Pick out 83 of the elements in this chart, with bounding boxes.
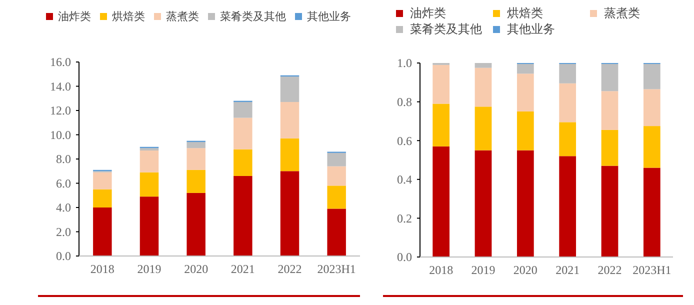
bar <box>186 192 206 256</box>
x-tick-label: 2020 <box>184 262 208 276</box>
bar <box>601 166 618 257</box>
bar <box>559 156 576 257</box>
bar <box>474 68 492 107</box>
bar <box>559 122 576 156</box>
bar <box>474 150 492 257</box>
x-tick-label: 2021 <box>230 262 255 276</box>
bar <box>280 171 300 256</box>
bar <box>474 63 492 68</box>
y-tick-label: 0.4 <box>397 172 412 187</box>
bar <box>432 64 450 104</box>
bar <box>643 64 660 90</box>
legend-label: 蒸煮类 <box>166 10 199 23</box>
x-tick-label: 2020 <box>513 263 538 277</box>
bar <box>516 64 534 74</box>
y-tick-label: 16.0 <box>50 55 71 70</box>
bar <box>516 74 534 112</box>
bar <box>234 118 252 150</box>
y-tick-label: 0.0 <box>397 250 412 264</box>
y-tick-label: 4.0 <box>56 200 71 215</box>
y-tick-label: 12.0 <box>50 104 71 118</box>
bar <box>327 152 346 166</box>
y-tick-label: 2.0 <box>56 224 71 239</box>
x-tick-label: 2019 <box>137 262 162 276</box>
y-tick-label: 6.0 <box>56 176 71 190</box>
x-tick-label: 2018 <box>429 263 454 277</box>
bar <box>186 148 206 170</box>
y-tick-label: 1.0 <box>397 56 412 70</box>
bar <box>234 102 252 118</box>
x-tick-label: 2023H1 <box>317 262 356 276</box>
x-tick-label: 2022 <box>598 263 622 277</box>
bar <box>280 138 300 172</box>
bar <box>601 130 618 166</box>
bar <box>140 150 159 172</box>
bar <box>516 112 534 150</box>
bar <box>643 89 660 126</box>
y-tick-label: 0.2 <box>397 211 412 226</box>
bar <box>93 189 112 208</box>
bar <box>327 166 346 186</box>
legend-label: 烘焙类 <box>112 10 145 23</box>
bar <box>327 208 346 256</box>
bar <box>327 186 346 209</box>
legend-label: 其他业务 <box>307 10 351 23</box>
legend-label: 其他业务 <box>507 22 555 36</box>
y-tick-label: 10.0 <box>50 128 71 142</box>
y-tick-label: 0.6 <box>397 134 412 148</box>
bar <box>432 146 450 257</box>
legend-label: 菜肴类及其他 <box>410 22 482 36</box>
bar <box>643 126 660 168</box>
x-tick-label: 2021 <box>556 263 580 277</box>
bar <box>234 149 252 176</box>
bar <box>280 76 300 102</box>
bar <box>559 83 576 122</box>
bar <box>234 176 252 256</box>
legend-label: 蒸煮类 <box>604 6 640 20</box>
bar <box>186 170 206 193</box>
legend-label: 烘焙类 <box>507 6 543 20</box>
legend-label: 菜肴类及其他 <box>220 10 286 23</box>
bar <box>140 172 159 197</box>
bar <box>432 104 450 146</box>
x-tick-label: 2022 <box>278 262 302 276</box>
bar <box>559 64 576 84</box>
bar <box>186 142 206 148</box>
bar <box>601 91 618 130</box>
legend-label: 油炸类 <box>410 6 446 20</box>
y-tick-label: 8.0 <box>56 152 71 166</box>
bar <box>140 148 159 151</box>
y-tick-label: 0.8 <box>397 95 412 109</box>
bar <box>516 150 534 257</box>
bar <box>474 106 492 150</box>
x-tick-label: 2019 <box>471 263 496 277</box>
bar <box>643 168 660 257</box>
bar <box>601 64 618 92</box>
x-tick-label: 2018 <box>90 262 114 276</box>
bar <box>93 208 112 256</box>
y-tick-label: 14.0 <box>50 79 71 94</box>
legend-label: 油炸类 <box>58 10 91 23</box>
x-tick-label: 2023H1 <box>632 263 672 277</box>
bar <box>93 172 112 190</box>
y-tick-label: 0.0 <box>56 249 71 264</box>
bar <box>280 102 300 138</box>
bar <box>140 196 159 256</box>
